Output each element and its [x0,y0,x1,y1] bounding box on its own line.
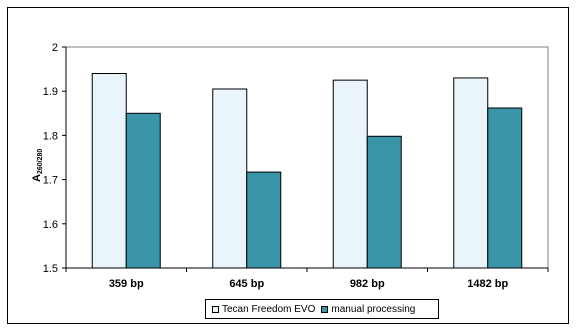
bar-manual-1 [246,171,282,269]
legend-item-tecan: Tecan Freedom EVO [212,304,315,315]
legend-label-manual: manual processing [331,303,416,315]
y-tick-label: 1.6 [43,219,58,231]
x-tick-label: 982 bp [350,278,385,290]
y-tick-label: 1.8 [43,130,58,142]
y-axis-label-sub: 260/280 [37,149,44,174]
y-tick-label: 1.5 [43,263,58,275]
legend-swatch-tecan [212,305,219,313]
bar-tecan-2 [332,79,368,269]
bar-manual-0 [125,112,161,269]
bar-tecan-3 [453,77,489,269]
bar-manual-3 [487,107,523,269]
bar-manual-2 [366,135,402,269]
legend-swatch-manual [321,305,329,313]
y-tick-label: 2 [52,42,58,54]
legend-item-manual: manual processing [321,304,415,315]
legend-label-tecan: Tecan Freedom EVO [222,303,316,315]
x-tick-label: 1482 bp [467,278,508,290]
x-tick-label: 645 bp [229,278,264,290]
bar-tecan-0 [91,73,127,269]
legend: Tecan Freedom EVO manual processing [205,299,439,319]
y-axis-label: A260/280 [31,149,44,182]
y-axis-label-main: A [31,174,43,182]
y-tick-label: 1.7 [43,175,58,187]
bar-tecan-1 [212,88,248,269]
x-tick-label: 359 bp [109,278,144,290]
y-tick-label: 1.9 [43,86,58,98]
